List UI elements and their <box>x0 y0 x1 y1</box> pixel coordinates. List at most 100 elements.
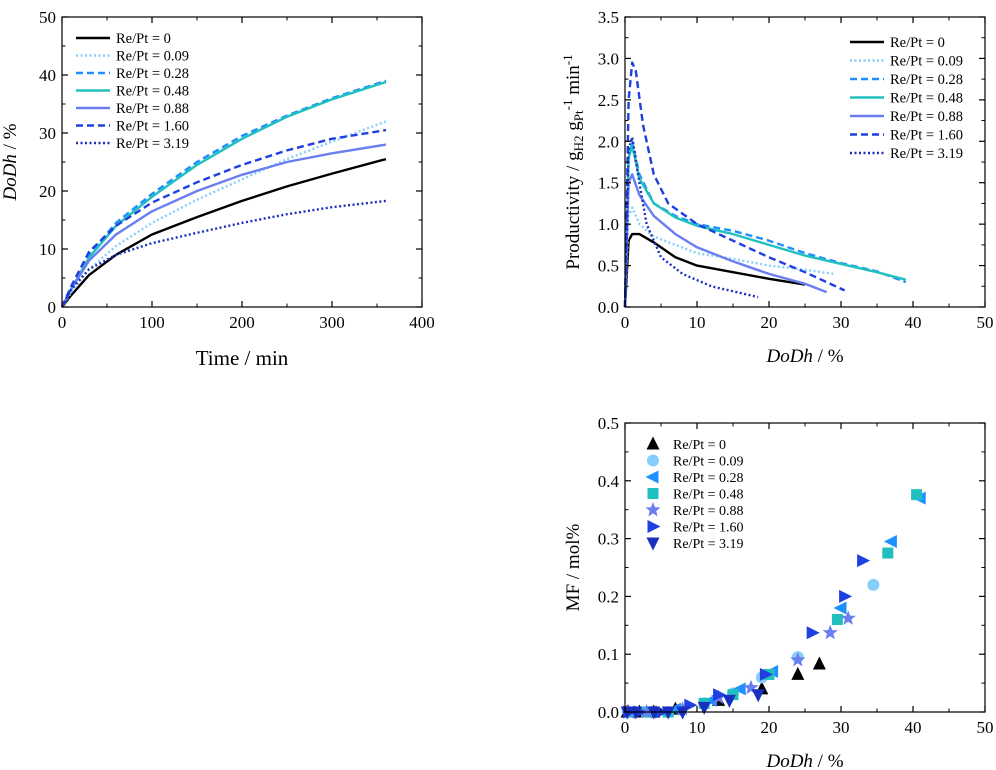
y-tick-label: 0 <box>48 298 57 317</box>
y-tick-label: 0.2 <box>598 587 619 606</box>
series-line <box>623 206 834 308</box>
data-point <box>911 489 923 501</box>
legend-swatch <box>646 436 660 450</box>
legend-label: Re/Pt = 1.60 <box>673 521 744 536</box>
chart-panel-2: 0 10 20 30 40 50 0.0 0.5 1.0 1.5 2.0 2.5 3.0 3.5 DoDh … <box>560 8 994 367</box>
y-tick-label: 0.0 <box>598 298 619 317</box>
x-tick-label: 10 <box>689 718 706 737</box>
legend-swatch <box>647 520 661 533</box>
legend-item: Re/Pt = 1.60 <box>647 520 744 536</box>
x-tick-label: 200 <box>229 313 255 332</box>
data-point <box>647 706 661 720</box>
series-line <box>61 157 387 308</box>
legend-item: Re/Pt = 0.28 <box>850 72 963 88</box>
x-tick-label: 400 <box>409 313 435 332</box>
data-point <box>840 610 856 625</box>
data-point <box>833 601 847 615</box>
data-point <box>857 554 871 568</box>
legend-label: Re/Pt = 3.19 <box>890 146 963 162</box>
series-line <box>60 80 387 308</box>
data-point <box>883 535 897 548</box>
legend-swatch <box>646 537 660 551</box>
data-point <box>713 688 727 702</box>
legend-item: Re/Pt = 0.48 <box>647 488 744 503</box>
legend-item: Re/Pt = 0.28 <box>76 66 189 82</box>
y-tick-label: 0.5 <box>598 414 619 433</box>
legend-label: Re/Pt = 0.88 <box>673 504 744 519</box>
series-line <box>60 199 387 308</box>
x-tick-label: 300 <box>319 313 345 332</box>
series-line <box>623 144 907 308</box>
y-tick-label: 3.5 <box>598 8 619 27</box>
legend-label: Re/Pt = 0 <box>673 438 726 453</box>
plot-area <box>620 489 926 720</box>
y-tick-label: 0.1 <box>598 645 619 664</box>
x-tick-label: 40 <box>905 718 922 737</box>
y-tick-label: 50 <box>39 8 56 27</box>
data-point <box>812 656 826 670</box>
legend-label: Re/Pt = 1.60 <box>890 128 963 144</box>
data-point <box>867 578 880 591</box>
data-point <box>751 689 765 703</box>
data-point <box>806 626 820 640</box>
legend-item: Re/Pt = 0.88 <box>850 109 963 125</box>
x-tick-label: 100 <box>139 313 165 332</box>
series-line <box>60 128 387 308</box>
y-tick-label: 1.0 <box>598 215 619 234</box>
y-tick-label: 0.3 <box>598 530 619 549</box>
legend-item: Re/Pt = 0.88 <box>76 101 189 117</box>
x-tick-label: 20 <box>761 313 778 332</box>
series-line <box>623 232 806 308</box>
x-tick-label: 0 <box>621 718 630 737</box>
legend-swatch <box>645 470 659 484</box>
x-tick-label: 10 <box>689 313 706 332</box>
plot-area <box>623 61 907 308</box>
data-point <box>676 706 690 720</box>
data-point <box>831 614 843 626</box>
legend-item: Re/Pt = 0.09 <box>76 49 189 65</box>
x-tick-label: 0 <box>58 313 67 332</box>
legend-item: Re/Pt = 0.88 <box>645 502 744 519</box>
legend-swatch <box>645 502 661 517</box>
chart-panel-3: 0 10 20 30 40 50 0.0 0.1 0.2 0.3 0.4 0.5 DoDh / % MF … <box>563 414 994 770</box>
x-axis-title: DoDh / % <box>765 751 843 770</box>
y-axis-title: DoDh / % <box>0 123 21 201</box>
legend-item: Re/Pt = 3.19 <box>76 136 189 152</box>
x-tick-label: 50 <box>977 718 994 737</box>
y-tick-label: 3.0 <box>598 49 619 68</box>
data-point <box>722 694 736 708</box>
data-point <box>661 706 675 720</box>
chart-panel-1: 0 100 200 300 400 0 10 20 30 40 50 Time / min DoDh /… <box>0 8 435 370</box>
legend-item: Re/Pt = 0.48 <box>76 84 189 100</box>
legend-label: Re/Pt = 0 <box>116 31 171 47</box>
legend-label: Re/Pt = 0.48 <box>890 91 963 107</box>
legend-swatch <box>647 454 659 467</box>
legend-label: Re/Pt = 0.28 <box>116 66 189 82</box>
x-axis-title: DoDh / % <box>765 346 843 367</box>
data-point <box>882 547 894 559</box>
legend-item: Re/Pt = 3.19 <box>850 146 963 162</box>
data-point <box>791 666 805 680</box>
legend-item: Re/Pt = 0 <box>850 35 945 51</box>
y-tick-label: 30 <box>39 124 56 143</box>
data-point <box>759 667 773 681</box>
series-line <box>623 173 828 308</box>
series-line <box>60 79 387 308</box>
data-point <box>822 624 838 640</box>
legend-swatch <box>647 488 659 499</box>
legend-item: Re/Pt = 0 <box>646 436 726 453</box>
series-line <box>623 140 907 308</box>
y-axis-title: MF / mol% <box>563 524 584 612</box>
series-line <box>623 61 846 308</box>
y-tick-label: 0.0 <box>598 703 619 722</box>
legend-label: Re/Pt = 3.19 <box>673 537 744 552</box>
series-line <box>60 143 387 308</box>
y-tick-label: 2.5 <box>598 91 619 110</box>
x-tick-label: 0 <box>621 313 630 332</box>
y-tick-label: 1.5 <box>598 174 619 193</box>
x-axis-title: Time / min <box>196 346 289 370</box>
legend-label: Re/Pt = 0 <box>890 35 945 51</box>
